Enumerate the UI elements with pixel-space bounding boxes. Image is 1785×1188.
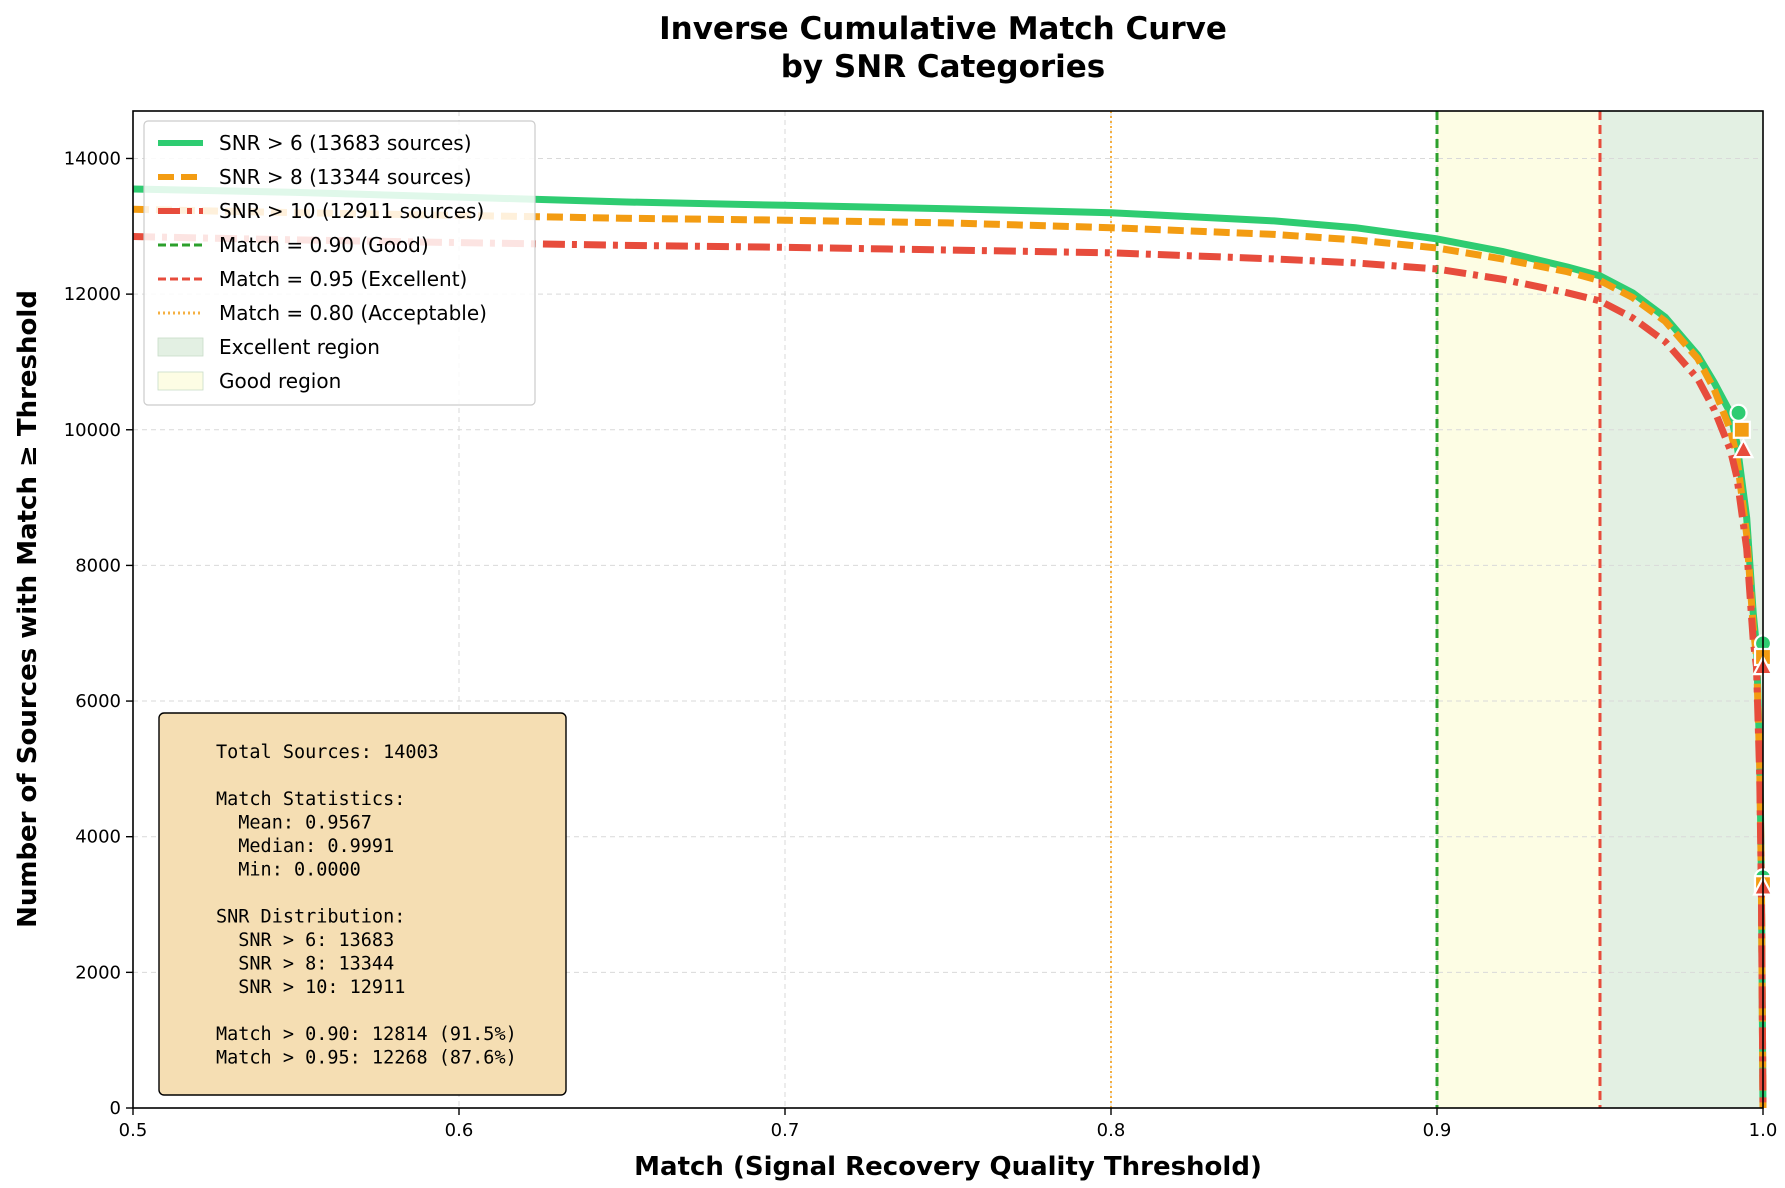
shaded-regions xyxy=(1437,111,1763,1108)
marker-square xyxy=(1732,420,1751,439)
stats-line: Match > 0.90: 12814 (91.5%) xyxy=(216,1024,517,1045)
stats-line: Match > 0.95: 12268 (87.6%) xyxy=(216,1048,517,1069)
stats-line: SNR > 6: 13683 xyxy=(216,930,394,951)
reference-lines xyxy=(1110,111,1602,1108)
x-axis-label: Match (Signal Recovery Quality Threshold… xyxy=(634,1152,1262,1182)
legend-frame xyxy=(143,120,536,406)
y-tick-label: 14000 xyxy=(64,148,121,169)
x-tick-label: 0.7 xyxy=(771,1120,800,1141)
y-tick-label: 2000 xyxy=(75,962,121,983)
y-tick-label: 12000 xyxy=(64,284,121,305)
y-tick-label: 8000 xyxy=(75,555,121,576)
legend-label-2: SNR > 10 (12911 sources) xyxy=(219,199,484,223)
stats-line: Match Statistics: xyxy=(216,789,405,810)
stats-line: SNR > 8: 13344 xyxy=(216,954,394,975)
marker-triangle xyxy=(1732,437,1755,459)
y-tick-label: 0 xyxy=(110,1098,121,1119)
legend-label-7: Good region xyxy=(219,369,341,393)
legend-label-0: SNR > 6 (13683 sources) xyxy=(219,131,472,155)
statistics-box-frame xyxy=(158,712,567,1096)
y-axis-ticks: 0 2000 4000 6000 8000 10000 12000 14000 xyxy=(64,148,133,1119)
stats-line: SNR Distribution: xyxy=(216,907,405,928)
chart-title-line-1: Inverse Cumulative Match Curve xyxy=(659,11,1227,47)
legend: SNR > 6 (13683 sources) SNR > 8 (13344 so… xyxy=(143,120,536,406)
y-tick-label: 6000 xyxy=(75,691,121,712)
region-excellent xyxy=(1600,111,1763,1108)
x-tick-label: 0.5 xyxy=(119,1120,148,1141)
legend-label-5: Match = 0.80 (Acceptable) xyxy=(219,301,487,325)
y-axis-label: Number of Sources with Match ≥ Threshold xyxy=(13,290,43,928)
stats-line: Mean: 0.9567 xyxy=(216,813,372,834)
legend-label-3: Match = 0.90 (Good) xyxy=(219,233,429,257)
legend-label-4: Match = 0.95 (Excellent) xyxy=(219,267,467,291)
legend-patch-6 xyxy=(157,337,204,357)
y-tick-label: 10000 xyxy=(64,420,121,441)
x-tick-label: 0.8 xyxy=(1097,1120,1126,1141)
y-tick-label: 4000 xyxy=(75,827,121,848)
x-axis-ticks: 0.5 0.6 0.7 0.8 0.9 1.0 xyxy=(119,1108,1778,1141)
chart-title-line-2: by SNR Categories xyxy=(781,49,1106,85)
legend-patch-7 xyxy=(157,371,204,391)
stats-line: Median: 0.9991 xyxy=(216,836,394,857)
region-good xyxy=(1437,111,1600,1108)
x-tick-label: 0.9 xyxy=(1423,1120,1452,1141)
x-tick-label: 0.6 xyxy=(445,1120,474,1141)
x-tick-label: 1.0 xyxy=(1749,1120,1778,1141)
stats-line: Min: 0.0000 xyxy=(216,860,361,881)
marker-circle xyxy=(1729,403,1748,422)
stats-line: Total Sources: 14003 xyxy=(216,742,439,763)
statistics-box: Total Sources: 14003 Match Statistics: Me… xyxy=(158,712,567,1096)
stats-line: SNR > 10: 12911 xyxy=(216,977,405,998)
legend-label-1: SNR > 8 (13344 sources) xyxy=(219,165,472,189)
legend-label-6: Excellent region xyxy=(219,335,380,359)
plot-area-frame xyxy=(132,110,1764,1109)
